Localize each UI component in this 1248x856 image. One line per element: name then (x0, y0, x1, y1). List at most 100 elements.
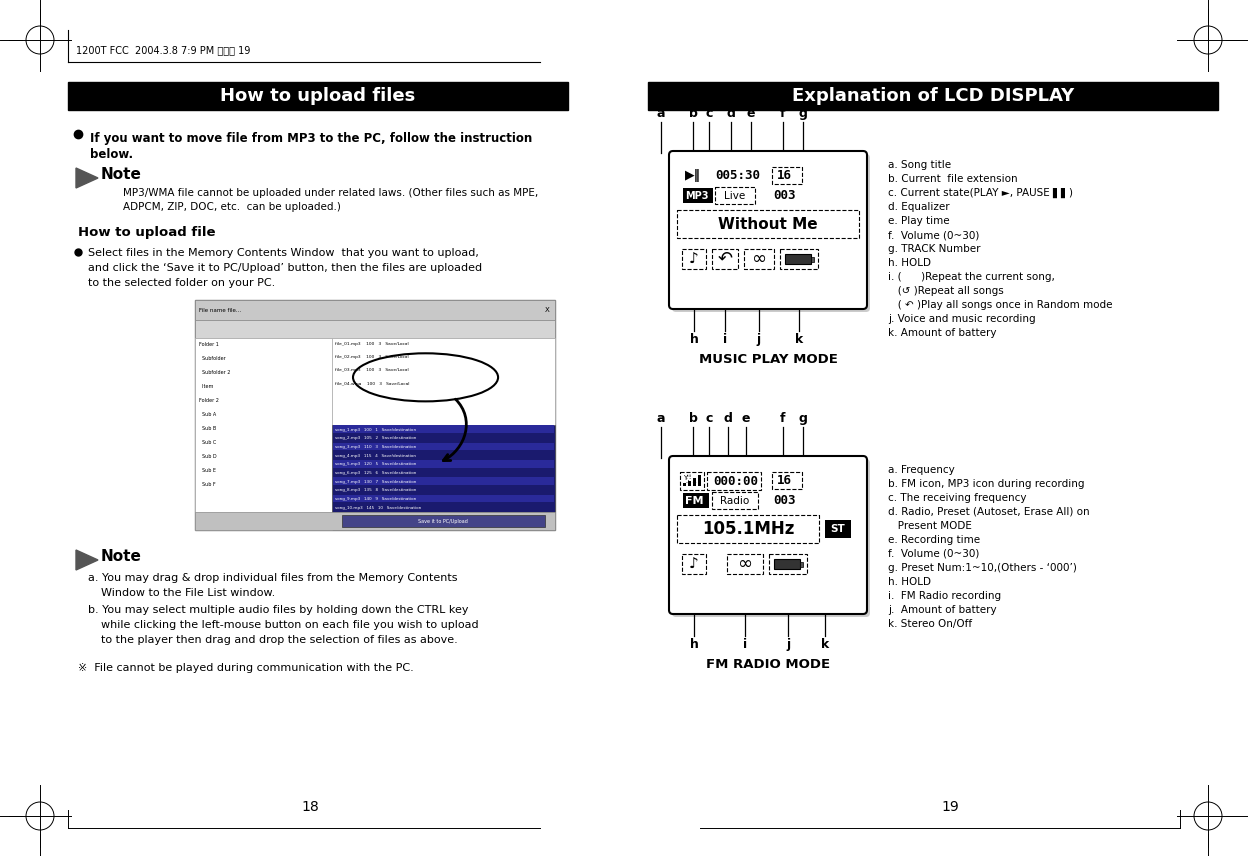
Text: song_1.mp3   100   1   Save/destination: song_1.mp3 100 1 Save/destination (334, 428, 416, 431)
Bar (67, 82, 568, 110)
Bar (342, 515, 545, 527)
FancyBboxPatch shape (671, 154, 870, 312)
Text: 003: 003 (773, 494, 795, 507)
Text: g: g (799, 107, 807, 120)
Text: Sub F: Sub F (198, 482, 216, 487)
Bar (683, 493, 709, 508)
Text: ADPCM, ZIP, DOC, etc.  can be uploaded.): ADPCM, ZIP, DOC, etc. can be uploaded.) (124, 202, 341, 212)
Text: c. The receiving frequency: c. The receiving frequency (889, 493, 1027, 503)
Bar (333, 469, 554, 476)
Text: e: e (746, 107, 755, 120)
Text: Sub A: Sub A (198, 412, 216, 417)
Text: f: f (780, 107, 786, 120)
Text: Sub B: Sub B (198, 426, 216, 431)
Text: song_2.mp3   105   2   Save/destination: song_2.mp3 105 2 Save/destination (334, 437, 416, 440)
Bar (693, 478, 696, 486)
Text: Folder 1: Folder 1 (198, 342, 218, 347)
Text: MUSIC PLAY MODE: MUSIC PLAY MODE (699, 353, 837, 366)
Text: e. Recording time: e. Recording time (889, 535, 1000, 545)
Text: (↺ )Repeat all songs: (↺ )Repeat all songs (889, 286, 1003, 296)
Text: g: g (799, 412, 807, 425)
Text: k: k (795, 333, 804, 346)
Text: 16: 16 (778, 474, 792, 487)
Text: d. Radio, Preset (Autoset, Erase All) on: d. Radio, Preset (Autoset, Erase All) on (889, 507, 1090, 517)
Text: song_4.mp3   115   4   Save/destination: song_4.mp3 115 4 Save/destination (334, 454, 416, 458)
Text: How to upload file: How to upload file (77, 226, 216, 239)
Text: Note: Note (101, 167, 142, 182)
Text: X: X (544, 307, 549, 313)
Bar (195, 300, 555, 530)
Bar (698, 475, 701, 486)
Text: i: i (743, 638, 748, 651)
Text: a: a (656, 107, 665, 120)
Text: h. HOLD: h. HOLD (889, 577, 931, 587)
Text: If you want to move file from MP3 to the PC, follow the instruction: If you want to move file from MP3 to the… (90, 132, 532, 145)
Text: MP3/WMA file cannot be uploaded under related laws. (Other files such as MPE,: MP3/WMA file cannot be uploaded under re… (124, 188, 538, 198)
Text: ※  File cannot be played during communication with the PC.: ※ File cannot be played during communica… (77, 663, 414, 673)
Text: 19: 19 (941, 800, 958, 814)
Text: song_8.mp3   135   8   Save/destination: song_8.mp3 135 8 Save/destination (334, 489, 416, 492)
Bar (195, 338, 332, 530)
Bar (333, 503, 554, 511)
Bar (825, 520, 851, 538)
Text: ⁙↓: ⁙↓ (685, 477, 699, 485)
Bar (333, 486, 554, 494)
Text: Select files in the Memory Contents Window  that you want to upload,: Select files in the Memory Contents Wind… (89, 248, 479, 258)
Bar (332, 338, 555, 425)
Text: Window to the File List window.: Window to the File List window. (101, 588, 276, 598)
Polygon shape (76, 550, 99, 570)
Text: song_7.mp3   130   7   Save/destination: song_7.mp3 130 7 Save/destination (334, 479, 416, 484)
Bar (333, 495, 554, 502)
Text: song_3.mp3   110   3   Save/destination: song_3.mp3 110 3 Save/destination (334, 445, 416, 449)
Text: Present MODE: Present MODE (889, 521, 972, 531)
Text: FM RADIO MODE: FM RADIO MODE (706, 658, 830, 671)
Text: j: j (786, 638, 790, 651)
Text: d. Equalizer: d. Equalizer (889, 202, 950, 212)
Text: d: d (726, 107, 735, 120)
Text: file_04.wma    100   3   Save/Local: file_04.wma 100 3 Save/Local (334, 381, 409, 385)
Text: g. TRACK Number: g. TRACK Number (889, 244, 987, 254)
Polygon shape (76, 168, 99, 188)
Text: File name file...: File name file... (198, 307, 241, 312)
Text: ↶: ↶ (718, 250, 733, 268)
Text: Yⁱⁱⁱ: Yⁱⁱⁱ (683, 475, 691, 481)
Bar (683, 188, 713, 203)
Text: Save it to PC/Upload: Save it to PC/Upload (418, 519, 468, 524)
Text: b: b (689, 107, 698, 120)
Bar (332, 425, 555, 512)
Text: k: k (821, 638, 829, 651)
Text: ST: ST (831, 524, 845, 534)
Text: f.  Volume (0~30): f. Volume (0~30) (889, 549, 980, 559)
Bar (785, 254, 811, 264)
Text: ∞: ∞ (751, 250, 766, 268)
FancyArrowPatch shape (443, 399, 467, 461)
Text: a. You may drag & drop individual files from the Memory Contents: a. You may drag & drop individual files … (89, 573, 458, 583)
Text: Subfolder: Subfolder (198, 356, 226, 361)
Text: f: f (780, 412, 786, 425)
Text: 005:30: 005:30 (715, 169, 760, 182)
Text: Sub C: Sub C (198, 440, 216, 445)
Bar (774, 559, 800, 569)
Text: h: h (690, 638, 699, 651)
Text: h: h (690, 333, 699, 346)
Text: ▶‖: ▶‖ (685, 169, 701, 182)
FancyBboxPatch shape (669, 151, 867, 309)
Text: How to upload files: How to upload files (221, 87, 416, 105)
Text: i: i (723, 333, 728, 346)
Text: i.  FM Radio recording: i. FM Radio recording (889, 591, 1001, 601)
Text: while clicking the left-mouse button on each file you wish to upload: while clicking the left-mouse button on … (101, 620, 479, 630)
Bar (333, 443, 554, 450)
Text: Sub E: Sub E (198, 468, 216, 473)
Text: Radio: Radio (720, 496, 750, 506)
Bar (688, 481, 691, 486)
Text: to the selected folder on your PC.: to the selected folder on your PC. (89, 278, 276, 288)
Text: Folder 2: Folder 2 (198, 398, 218, 403)
Text: file_02.mp3    100   3   Save/Local: file_02.mp3 100 3 Save/Local (334, 355, 408, 359)
Text: b. You may select multiple audio files by holding down the CTRL key: b. You may select multiple audio files b… (89, 605, 468, 615)
Text: file_03.mp3    100   3   Save/Local: file_03.mp3 100 3 Save/Local (334, 368, 408, 372)
Text: 003: 003 (773, 189, 795, 202)
Text: g. Preset Num:1~10,(Others - ‘000’): g. Preset Num:1~10,(Others - ‘000’) (889, 563, 1077, 573)
Text: ♪: ♪ (689, 556, 699, 572)
Text: file_01.mp3    100   3   Save/Local: file_01.mp3 100 3 Save/Local (334, 342, 408, 346)
Bar (333, 478, 554, 485)
